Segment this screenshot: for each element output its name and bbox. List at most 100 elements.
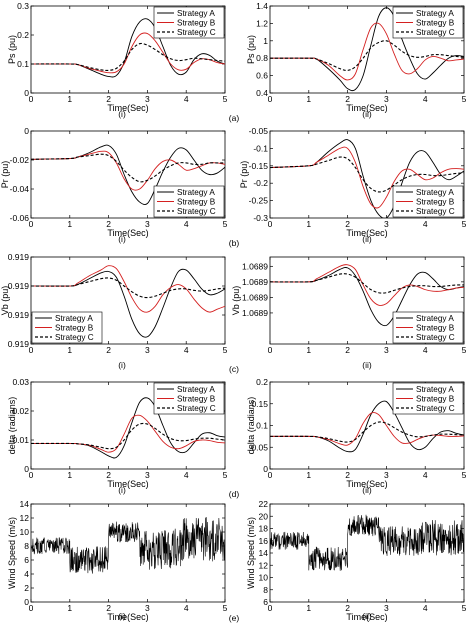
panel-sublabel: (ii) <box>362 360 372 370</box>
x-tick-label: 1 <box>67 345 72 355</box>
y-tick-label: 6 <box>263 597 268 607</box>
series-group <box>31 144 225 205</box>
series-line-b <box>31 265 225 313</box>
series-line-a <box>270 7 464 92</box>
x-tick-label: 1 <box>67 219 72 229</box>
x-tick-label: 3 <box>384 345 389 355</box>
legend-label: Strategy B <box>416 198 455 207</box>
y-tick-label: 0 <box>263 464 268 474</box>
y-tick-label: 0.1 <box>256 421 268 431</box>
plot-frame <box>30 256 226 345</box>
series-line-a <box>270 400 464 453</box>
x-tick-label: 5 <box>223 603 228 613</box>
x-tick-label: 5 <box>223 94 228 104</box>
panel-sublabel: (ii) <box>362 234 372 244</box>
y-tick-label: 10 <box>20 527 30 537</box>
legend-label: Strategy A <box>416 314 454 323</box>
y-tick-label: 0.4 <box>256 88 268 98</box>
series-line-a <box>31 18 225 78</box>
x-tick-label: 5 <box>223 345 228 355</box>
y-tick-label: 0 <box>24 88 29 98</box>
x-tick-label: 5 <box>462 345 467 355</box>
x-tick-label: 0 <box>29 219 34 229</box>
series-line-b <box>270 412 464 446</box>
series-line-a <box>270 139 464 218</box>
legend-label: Strategy B <box>177 395 216 404</box>
series-line-c <box>31 42 225 72</box>
x-tick-label: 1 <box>306 345 311 355</box>
series-group <box>270 7 464 92</box>
panel-sublabel: (i) <box>118 360 126 370</box>
series-line-b <box>31 150 225 191</box>
chart-b-i: 0 1 2 3 4 5 -0.06 -0.04 -0.02 0 Time(Sec) Pr (pu) St… <box>0 126 228 244</box>
x-tick-label: 5 <box>462 603 467 613</box>
y-tick-label: 0.15 <box>251 399 268 409</box>
x-tick-label: 4 <box>423 603 428 613</box>
chart-d-ii: 0 1 2 3 4 5 0 0.05 0.1 0.15 0.2 Time(Sec) delta (rad… <box>246 377 467 495</box>
y-tick-label: -0.2 <box>253 178 268 188</box>
series-line-c <box>270 40 464 71</box>
y-axis-label: Pr (pu) <box>0 161 10 189</box>
y-tick-label: 0.919 <box>8 339 30 349</box>
y-tick-label: 4 <box>24 569 29 579</box>
plot-frame <box>30 130 226 219</box>
series-group <box>31 517 225 574</box>
y-tick-label: 16 <box>259 536 269 546</box>
x-tick-label: 2 <box>345 603 350 613</box>
series-line-b <box>270 22 464 81</box>
x-tick-label: 3 <box>384 94 389 104</box>
series-group <box>31 265 225 338</box>
x-tick-label: 3 <box>145 470 150 480</box>
series-group <box>31 18 225 78</box>
panel-sublabel: (i) <box>118 611 126 621</box>
x-tick-label: 0 <box>268 94 273 104</box>
x-tick-label: 3 <box>145 345 150 355</box>
y-tick-label: -0.04 <box>10 184 30 194</box>
row-label: (a) <box>229 113 240 123</box>
x-axis-label: Time(Sec) <box>346 228 387 238</box>
legend-label: Strategy B <box>177 198 216 207</box>
y-tick-label: 0.8 <box>256 53 268 63</box>
x-tick-label: 0 <box>268 345 273 355</box>
y-tick-label: 6 <box>24 555 29 565</box>
y-tick-label: -0.1 <box>253 143 268 153</box>
series-group <box>31 397 225 459</box>
legend-label: Strategy A <box>177 9 215 18</box>
x-tick-label: 5 <box>462 94 467 104</box>
x-axis-label: Time(Sec) <box>346 479 387 489</box>
y-tick-label: 10 <box>259 573 269 583</box>
x-tick-label: 5 <box>223 470 228 480</box>
y-tick-label: 22 <box>259 499 269 509</box>
x-tick-label: 2 <box>106 603 111 613</box>
legend-label: Strategy A <box>416 385 454 394</box>
chart-d-i: 0 1 2 3 4 5 0 0.01 0.02 0.03 Time(Sec) delta (radia… <box>7 377 228 495</box>
x-tick-label: 4 <box>423 219 428 229</box>
chart-a-ii: 0 1 2 3 4 5 0.4 0.6 0.8 1 1.2 1.4 Time(Sec) Ps (pu) St… <box>246 1 467 119</box>
x-tick-label: 5 <box>462 219 467 229</box>
legend-label: Strategy B <box>177 19 216 28</box>
y-tick-label: -0.05 <box>249 126 269 136</box>
y-tick-label: 0.6 <box>256 71 268 81</box>
legend-label: Strategy C <box>416 404 455 413</box>
x-tick-label: 3 <box>145 603 150 613</box>
legend-label: Strategy A <box>416 188 454 197</box>
legend-label: Strategy C <box>177 207 216 216</box>
y-tick-label: 20 <box>259 511 269 521</box>
series-group <box>270 264 464 327</box>
x-tick-label: 1 <box>67 603 72 613</box>
y-tick-label: 0 <box>24 126 29 136</box>
x-axis-label: Time(Sec) <box>346 612 387 622</box>
series-group <box>270 139 464 218</box>
x-tick-label: 1 <box>306 470 311 480</box>
x-tick-label: 2 <box>345 94 350 104</box>
legend-label: Strategy C <box>416 207 455 216</box>
plot-frame <box>269 5 465 94</box>
y-axis-label: Wind Speed (m/s) <box>246 517 256 589</box>
y-tick-label: 0.1 <box>17 59 29 69</box>
y-tick-label: 0.01 <box>12 435 29 445</box>
